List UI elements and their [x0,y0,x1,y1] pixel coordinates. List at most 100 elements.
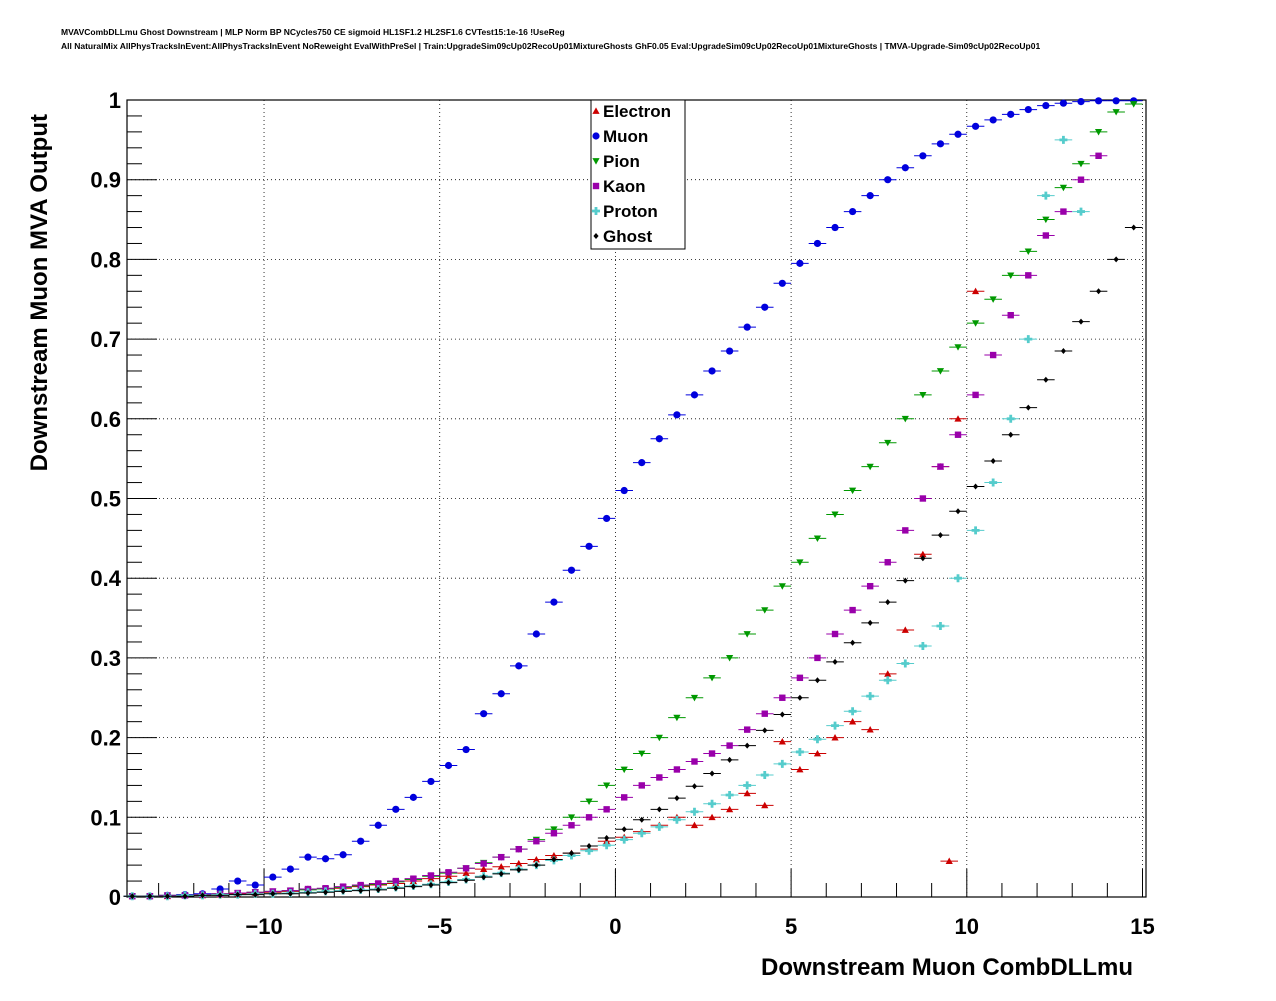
data-point [867,619,873,626]
data-point [1043,376,1049,383]
data-point [673,411,681,419]
data-point [287,890,293,897]
y-tick-label: 0.7 [90,327,121,352]
x-tick-label: −10 [245,914,282,939]
data-point [989,296,997,303]
y-axis-label: Downstream Muon MVA Output [26,114,53,471]
data-point [515,845,522,853]
x-tick-label: 5 [785,914,797,939]
y-tick-label: 0.8 [90,247,121,272]
data-point [427,872,435,879]
data-point [814,677,821,684]
data-point [813,749,822,757]
data-point [708,750,716,757]
legend-label-muon: Muon [603,127,648,146]
data-point [428,882,434,889]
data-point [550,826,558,833]
x-tick-label: 15 [1130,914,1154,939]
x-tick-label: −5 [427,914,452,939]
data-point [884,559,891,566]
data-point [884,670,892,677]
data-point [586,842,592,849]
data-point [217,892,223,899]
data-point [515,859,523,867]
data-point [945,857,953,865]
data-point [832,658,838,665]
data-point [1025,404,1031,411]
data-point [936,140,945,148]
data-point [796,765,804,773]
data-point [252,891,258,898]
legend-marker-ghost [593,233,599,239]
series-ghost [123,224,1143,900]
data-point [1060,208,1067,215]
data-point [743,726,751,733]
data-point [971,287,980,295]
data-point [972,391,979,399]
data-point [814,654,821,662]
series-muon [123,97,1143,900]
data-point [795,747,804,756]
data-point [1042,232,1050,239]
data-point [796,259,804,267]
y-tick-label: 0.5 [90,487,121,512]
data-point [1094,97,1103,105]
data-point [462,865,470,872]
data-point [603,782,611,790]
data-point [1041,191,1050,200]
data-point [848,718,857,725]
legend-label-ghost: Ghost [603,227,652,246]
data-point [691,758,698,765]
data-point [778,583,786,590]
legend-marker-proton [592,207,600,216]
data-point [1007,110,1015,118]
data-point [585,798,593,805]
data-point [848,487,857,495]
data-point [901,659,910,668]
data-point [1024,335,1033,344]
data-point [445,869,452,876]
data-point [1077,160,1085,168]
data-point [656,806,662,813]
series-group [123,97,1143,901]
data-point [1007,311,1014,319]
data-point [621,826,627,833]
data-point [866,726,874,733]
data-point [708,674,716,682]
series-electron [123,287,985,900]
legend-label-proton: Proton [603,202,658,221]
data-point [497,690,505,698]
y-tick-label: 0.9 [90,168,121,193]
data-point [286,865,294,873]
data-point [567,566,576,574]
data-point [971,320,980,327]
data-point [726,655,734,662]
data-point [568,822,575,829]
data-point [972,483,979,490]
data-point [516,866,522,873]
data-point [989,478,998,487]
data-point [954,431,962,438]
data-point [515,662,523,670]
data-point [498,870,504,877]
data-point [849,606,856,614]
data-point [481,874,487,881]
data-point [585,542,593,550]
data-point [884,439,892,447]
data-point [304,853,312,861]
data-point [375,880,382,887]
data-point [1006,414,1015,423]
legend-box [590,99,686,250]
data-point [743,631,751,638]
data-point [532,630,540,638]
legend-marker-pion [592,158,600,165]
x-tick-label: 0 [609,914,621,939]
data-point [620,766,628,774]
data-point [936,622,945,631]
data-point [199,892,206,899]
data-point [673,714,681,722]
data-point [691,783,698,790]
data-point [813,239,822,248]
data-point [129,893,135,900]
data-point [1112,97,1120,105]
